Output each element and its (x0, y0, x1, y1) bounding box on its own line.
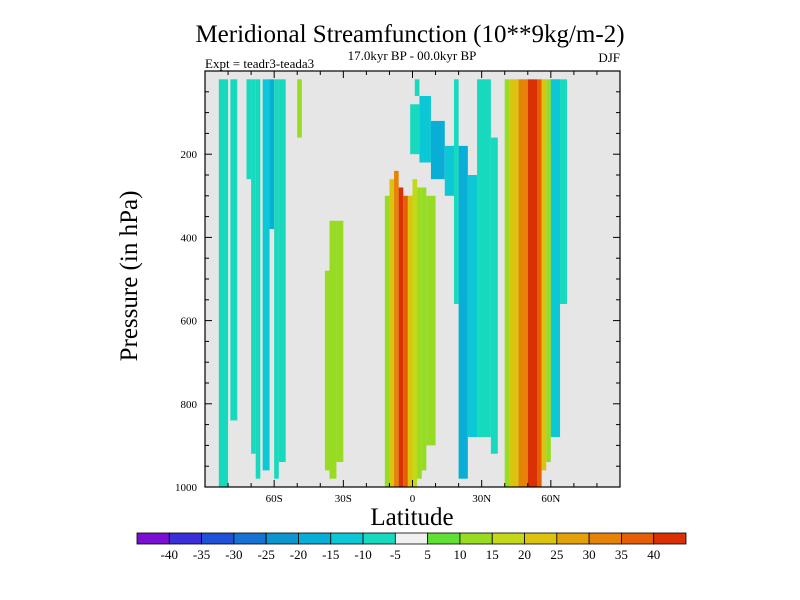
contour-cell-42 (560, 79, 567, 304)
contour-cell-33 (504, 79, 510, 487)
y-axis-ticks: 200 400 600 800 1000 (175, 91, 620, 494)
contour-cell-17 (403, 195, 408, 488)
chart-title: Meridional Streamfunction (10**9kg/m-2) (195, 21, 624, 48)
colorbar-label: 35 (615, 547, 628, 562)
contour-cell-6 (269, 79, 275, 230)
colorbar-swatch-14 (588, 532, 622, 545)
contour-cell-3 (251, 79, 256, 454)
contour-cell-37 (537, 79, 542, 487)
contour-cell-27 (444, 145, 454, 196)
y-tick-label: 800 (181, 399, 198, 411)
contour-cell-11 (329, 220, 337, 479)
contour-cell-8 (278, 79, 286, 463)
colorbar-label: 30 (583, 547, 596, 562)
contour-cell-20 (417, 187, 422, 479)
colorbar-swatch-1 (168, 532, 202, 545)
x-tick-label: 60N (541, 493, 560, 505)
colorbar-label: -10 (354, 547, 371, 562)
y-tick-label: 400 (181, 232, 198, 244)
colorbar-swatch-13 (556, 532, 590, 545)
colorbar-label: -35 (193, 547, 210, 562)
contour-cell-5 (262, 79, 270, 471)
x-axis-ticks: 60S 30S 0 30N 60N (227, 71, 598, 505)
contour-cell-1 (230, 79, 238, 421)
x-tick-label: 30N (472, 493, 491, 505)
colorbar-label: -15 (322, 547, 339, 562)
contour-cell-25 (419, 95, 431, 163)
colorbar-label: -25 (258, 547, 275, 562)
colorbar: -40 -35 -30 -25 -20 -15 -10 -5 5 10 15 20 25 30 35 40 (136, 532, 687, 562)
x-tick-label: 60S (266, 493, 283, 505)
contour-cell-34 (509, 79, 519, 487)
colorbar-swatch-10 (459, 532, 493, 545)
colorbar-swatch-16 (653, 532, 687, 545)
contour-cell-15 (394, 170, 399, 487)
y-tick-label: 200 (181, 149, 198, 161)
contour-cell-0 (218, 79, 229, 487)
contour-cell-14 (389, 179, 395, 487)
contour-cell-29 (458, 145, 468, 479)
y-axis-label: Pressure (in hPa) (116, 191, 143, 362)
contour-cell-36 (527, 79, 537, 487)
contour-cell-19 (412, 179, 418, 487)
contour-cell-9 (297, 79, 302, 138)
colorbar-swatch-0 (136, 532, 170, 545)
colorbar-label: -30 (225, 547, 242, 562)
contour-cell-22 (426, 195, 436, 446)
contour-cell-16 (398, 187, 404, 488)
contour-cell-12 (336, 220, 344, 463)
season-label: DJF (598, 50, 620, 65)
experiment-label: Expt = teadr3-teada3 (205, 56, 314, 71)
colorbar-label: -5 (390, 547, 401, 562)
colorbar-swatch-3 (233, 532, 267, 545)
contour-cell-13 (384, 195, 390, 488)
x-tick-label: 30S (335, 493, 352, 505)
colorbar-swatch-8 (394, 532, 429, 545)
colorbar-swatch-6 (330, 532, 364, 545)
contour-cell-26 (430, 120, 445, 180)
colorbar-label: 10 (453, 547, 466, 562)
colorbar-label: 25 (550, 547, 563, 562)
colorbar-label: -20 (290, 547, 307, 562)
contour-cell-23 (414, 79, 420, 96)
contour-cell-4 (255, 79, 261, 479)
contour-cell-2 (246, 79, 252, 180)
colorbar-label: 15 (486, 547, 499, 562)
colorbar-swatch-7 (362, 532, 396, 545)
contour-cell-7 (274, 79, 279, 479)
chart-subtitle: 17.0kyr BP - 00.0kyr BP (348, 48, 477, 63)
contour-cell-39 (546, 79, 551, 463)
contour-cell-32 (490, 137, 498, 454)
y-tick-label: 600 (181, 316, 198, 328)
colorbar-label: 5 (424, 547, 431, 562)
colorbar-swatch-12 (524, 532, 558, 545)
y-tick-label: 1000 (175, 482, 198, 494)
colorbar-swatch-15 (621, 532, 655, 545)
colorbar-swatch-11 (491, 532, 525, 545)
contour-cell-35 (518, 79, 528, 487)
colorbar-swatch-2 (201, 532, 235, 545)
contour-cell-41 (550, 79, 561, 438)
contour-cell-10 (324, 270, 330, 471)
colorbar-label: -40 (161, 547, 178, 562)
contour-cell-38 (541, 79, 547, 471)
contour-fill-layer (218, 79, 567, 488)
contour-cell-31 (477, 79, 491, 438)
contour-cell-30 (467, 175, 478, 438)
colorbar-label: 20 (518, 547, 531, 562)
x-tick-label: 0 (410, 493, 416, 505)
x-axis-label: Latitude (370, 504, 453, 531)
colorbar-label: 40 (647, 547, 660, 562)
contour-cell-21 (421, 187, 427, 471)
contour-cell-18 (407, 195, 413, 488)
colorbar-swatch-5 (298, 532, 332, 545)
contour-cell-24 (410, 104, 420, 155)
colorbar-swatch-4 (265, 532, 299, 545)
colorbar-swatch-9 (427, 532, 461, 545)
contour-cell-28 (454, 79, 459, 304)
